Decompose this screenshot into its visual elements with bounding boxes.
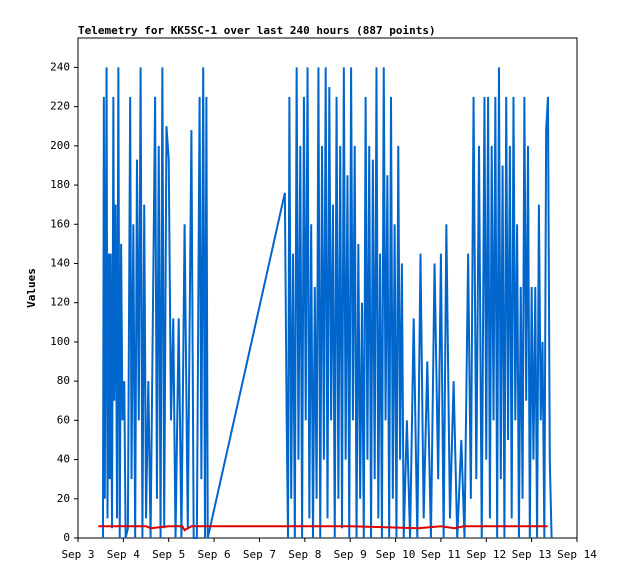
- x-tick-label: Sep 14: [557, 548, 597, 561]
- y-tick-label: 200: [50, 139, 70, 152]
- y-tick-label: 40: [57, 453, 70, 466]
- plot-frame: [77, 37, 578, 539]
- chart-title: Telemetry for KK5SC-1 over last 240 hour…: [78, 24, 436, 37]
- y-tick-label: 140: [50, 256, 70, 269]
- y-tick-label: 120: [50, 296, 70, 309]
- x-tick-label: Sep 8: [288, 548, 321, 561]
- data-line: [98, 525, 548, 532]
- x-tick-label: Sep 5: [152, 548, 185, 561]
- y-tick-label: 20: [57, 492, 70, 505]
- x-tick-label: Sep 13: [512, 548, 552, 561]
- x-tick-label: Sep 6: [198, 548, 231, 561]
- x-tick-label: Sep 4: [107, 548, 140, 561]
- y-tick-label: 80: [57, 374, 70, 387]
- y-axis-label: Values: [25, 268, 38, 308]
- y-tick-label: 0: [63, 531, 70, 544]
- y-tick-label: 180: [50, 178, 70, 191]
- data-line: [101, 67, 553, 539]
- x-tick-label: Sep 3: [61, 548, 94, 561]
- y-tick-label: 240: [50, 60, 70, 73]
- x-tick-label: Sep 10: [376, 548, 416, 561]
- y-tick-label: 100: [50, 335, 70, 348]
- y-tick-label: 160: [50, 217, 70, 230]
- y-tick-label: 220: [50, 100, 70, 113]
- x-tick-label: Sep 12: [466, 548, 506, 561]
- x-tick-label: Sep 9: [334, 548, 367, 561]
- y-tick-label: 60: [57, 413, 70, 426]
- x-tick-label: Sep 7: [243, 548, 276, 561]
- x-tick-label: Sep 11: [421, 548, 461, 561]
